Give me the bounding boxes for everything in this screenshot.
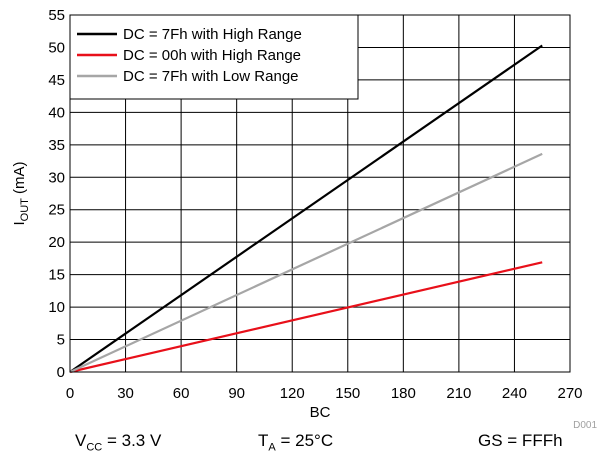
y-axis-label: IOUT (mA) (11, 161, 31, 225)
y-tick-label: 25 (48, 202, 65, 219)
y-tick-label: 0 (57, 364, 65, 381)
legend-box (69, 14, 359, 100)
y-tick-label: 30 (48, 169, 65, 186)
series-line-1 (69, 44, 543, 373)
y-tick-label: 5 (57, 332, 65, 349)
x-tick-label: 240 (502, 385, 527, 402)
x-tick-label: 150 (335, 385, 360, 402)
y-tick-label: 20 (48, 234, 65, 251)
x-tick-label: 30 (117, 385, 134, 402)
y-tick-label: 35 (48, 137, 65, 154)
x-tick-label: 90 (228, 385, 245, 402)
y-tick-labels: 0 5 10 15 20 25 30 35 40 45 50 55 (48, 7, 65, 381)
x-tick-label: 210 (446, 385, 471, 402)
legend-label-2: DC = 00h with High Range (123, 47, 301, 64)
x-tick-label: 180 (391, 385, 416, 402)
legend-label-3: DC = 7Fh with Low Range (123, 68, 299, 85)
x-tick-label: 60 (173, 385, 190, 402)
y-tick-label: 45 (48, 72, 65, 89)
x-tick-label: 0 (66, 385, 74, 402)
y-tick-label: 55 (48, 7, 65, 24)
vcc-condition: VCC = 3.3 V (75, 431, 162, 454)
figure-id: D001 (573, 420, 597, 431)
series-layer (69, 44, 543, 374)
y-tick-label: 40 (48, 104, 65, 121)
y-tick-label: 50 (48, 39, 65, 56)
legend: DC = 7Fh with High Range DC = 00h with Hi… (69, 14, 359, 100)
gs-condition: GS = FFFh (478, 431, 563, 450)
x-tick-label: 120 (280, 385, 305, 402)
ta-condition: TA = 25°C (258, 431, 334, 454)
series-line-3 (69, 152, 543, 373)
y-tick-label: 15 (48, 267, 65, 284)
series-line-2 (69, 261, 543, 374)
x-tick-label: 270 (557, 385, 582, 402)
y-tick-label: 10 (48, 299, 65, 316)
x-tick-labels: 0 30 60 90 120 150 180 210 240 270 (66, 385, 583, 402)
x-axis-label: BC (310, 404, 331, 421)
legend-label-1: DC = 7Fh with High Range (123, 26, 302, 43)
